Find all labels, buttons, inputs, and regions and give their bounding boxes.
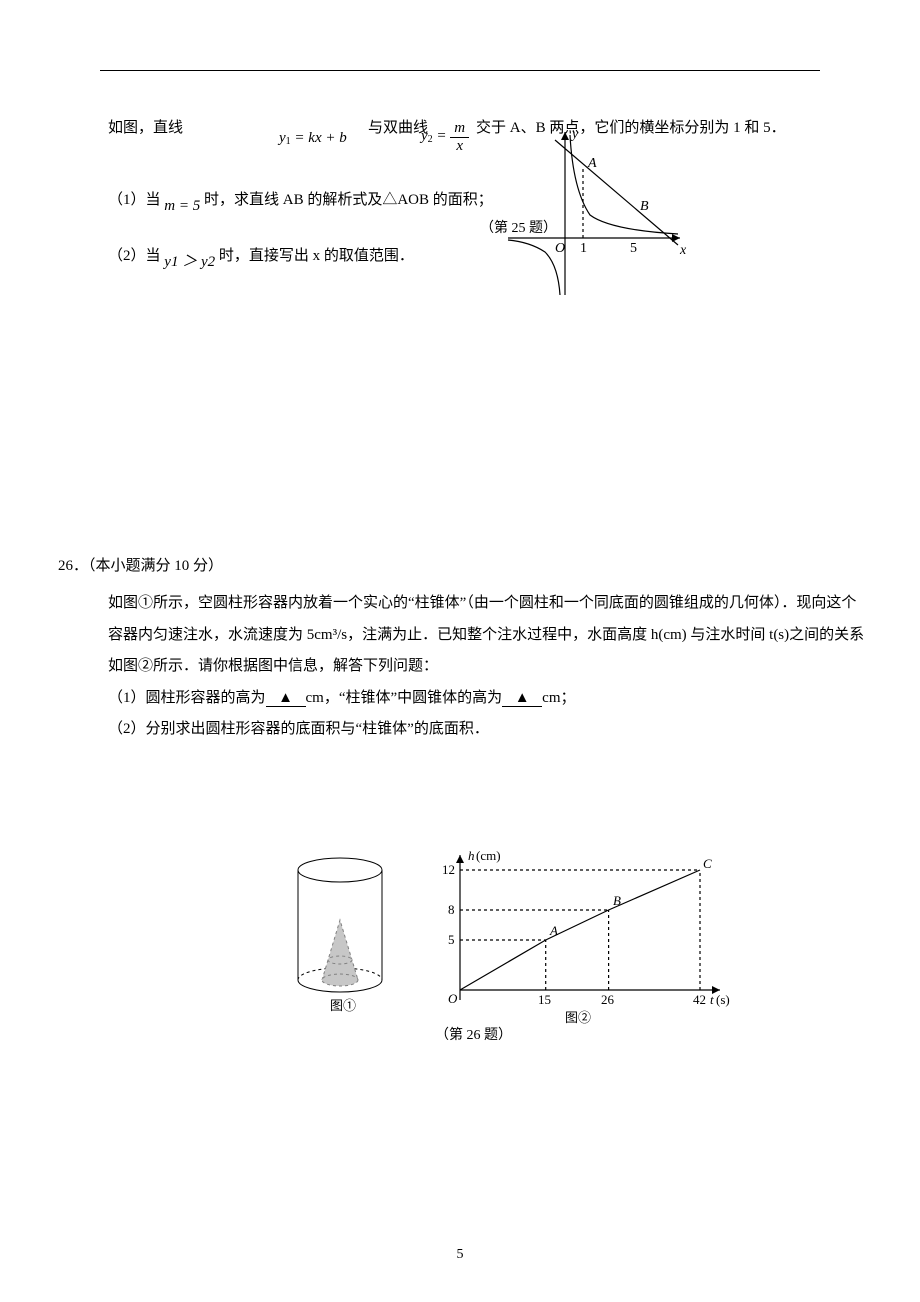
- q25-sub2-y2: y: [201, 254, 208, 270]
- svg-text:A: A: [549, 923, 558, 938]
- q25-sub1-prefix: （1）当: [108, 192, 161, 208]
- svg-text:1: 1: [580, 241, 587, 256]
- svg-text:12: 12: [442, 862, 455, 877]
- q26-heading: 26．（本小题满分 10 分）: [58, 554, 223, 578]
- q26-caption: （第 26 题）: [435, 1025, 512, 1047]
- svg-text:O: O: [555, 241, 565, 256]
- svg-text:15: 15: [538, 992, 551, 1007]
- q25-intro-line: 如图，直线 y1 = kx + b 与双曲线 y2 = m x 交于 A、B 两…: [108, 116, 818, 166]
- q25-eq2-eq: =: [433, 128, 447, 144]
- q25-sub2-suffix: 时，直接写出 x 的取值范围．: [219, 248, 414, 264]
- svg-text:x: x: [679, 243, 687, 258]
- q25-intro-mid: 与双曲线: [368, 116, 428, 140]
- page: 如图，直线 y1 = kx + b 与双曲线 y2 = m x 交于 A、B 两…: [0, 0, 920, 1302]
- q26-body: 如图①所示，空圆柱形容器内放着一个实心的“柱锥体”（由一个圆柱和一个同底面的圆锥…: [108, 588, 868, 746]
- q26-blank-2: ▲: [502, 691, 542, 707]
- q25-caption: （第 25 题）: [480, 218, 557, 240]
- svg-text:5: 5: [630, 241, 637, 256]
- q26-sub1-prefix: （1）圆柱形容器的高为: [108, 690, 266, 706]
- q25-sub2-gt: ＞: [178, 254, 201, 270]
- q26-sub2: （2）分别求出圆柱形容器的底面积与“柱锥体”的底面积．: [108, 714, 868, 746]
- svg-text:图②: 图②: [565, 1010, 591, 1025]
- q25-sub2-prefix: （2）当: [108, 248, 161, 264]
- q25-eq2-num: m: [450, 120, 469, 138]
- svg-text:y: y: [570, 127, 579, 142]
- q25-intro-prefix: 如图，直线: [108, 116, 183, 140]
- q25-sub1-suffix: 时，求直线 AB 的解析式及△AOB 的面积；: [204, 192, 493, 208]
- q25-eq1-rhs: = kx + b: [291, 130, 347, 146]
- top-rule: [100, 70, 820, 71]
- svg-text:8: 8: [448, 902, 455, 917]
- q25-sub2-eq: y1 ＞ y2: [164, 254, 219, 270]
- svg-text:B: B: [640, 199, 649, 214]
- svg-text:5: 5: [448, 932, 455, 947]
- svg-text:(s): (s): [716, 992, 730, 1007]
- q25-sub2: （2）当 y1 ＞ y2 时，直接写出 x 的取值范围．: [108, 244, 414, 268]
- q26-blank1-marker: ▲: [278, 690, 293, 706]
- svg-text:26: 26: [601, 992, 615, 1007]
- q26-blank2-marker: ▲: [515, 690, 530, 706]
- q26-figure2: O 5 8 12 15 26 42 t(s) h(cm) A B C 图②: [420, 840, 740, 1030]
- q25-sub1: （1）当 m = 5 时，求直线 AB 的解析式及△AOB 的面积；: [108, 188, 493, 212]
- svg-text:O: O: [448, 991, 458, 1006]
- svg-text:42: 42: [693, 992, 706, 1007]
- q26-sub1-mid: cm，“柱锥体”中圆锥体的高为: [306, 690, 503, 706]
- svg-text:t: t: [710, 992, 714, 1007]
- q26-sub1: （1）圆柱形容器的高为 ▲ cm，“柱锥体”中圆锥体的高为 ▲ cm；: [108, 683, 868, 715]
- q25-eq2-den: x: [450, 138, 469, 155]
- q25-sub1-eq: m = 5: [161, 198, 204, 214]
- svg-text:h: h: [468, 848, 475, 863]
- q26-blank-1: ▲: [266, 691, 306, 707]
- svg-text:(cm): (cm): [476, 848, 501, 863]
- q26-sub1-suffix: cm；: [542, 690, 575, 706]
- q25-sub2-y2s: 2: [208, 254, 216, 270]
- svg-text:A: A: [587, 156, 597, 171]
- svg-text:B: B: [613, 893, 621, 908]
- q25-figure: O 1 5 x y A B: [500, 120, 690, 310]
- svg-text:图①: 图①: [330, 998, 356, 1013]
- page-number: 5: [0, 1244, 920, 1266]
- q25-eq2-y: y: [421, 128, 428, 144]
- svg-text:C: C: [703, 856, 712, 871]
- q25-eq2: y2 = m x: [421, 120, 469, 154]
- q26-figure1: 图①: [280, 850, 400, 1020]
- q26-paren: （本小题满分 10 分）: [88, 558, 223, 574]
- q25-eq1: y1 = kx + b: [279, 126, 347, 150]
- q26-number: 26．: [58, 558, 88, 574]
- q26-para1: 如图①所示，空圆柱形容器内放着一个实心的“柱锥体”（由一个圆柱和一个同底面的圆锥…: [108, 588, 868, 683]
- q25-eq1-y: y: [279, 130, 286, 146]
- q25-sub2-y1: y: [164, 254, 171, 270]
- q25-block: 如图，直线 y1 = kx + b 与双曲线 y2 = m x 交于 A、B 两…: [108, 116, 818, 166]
